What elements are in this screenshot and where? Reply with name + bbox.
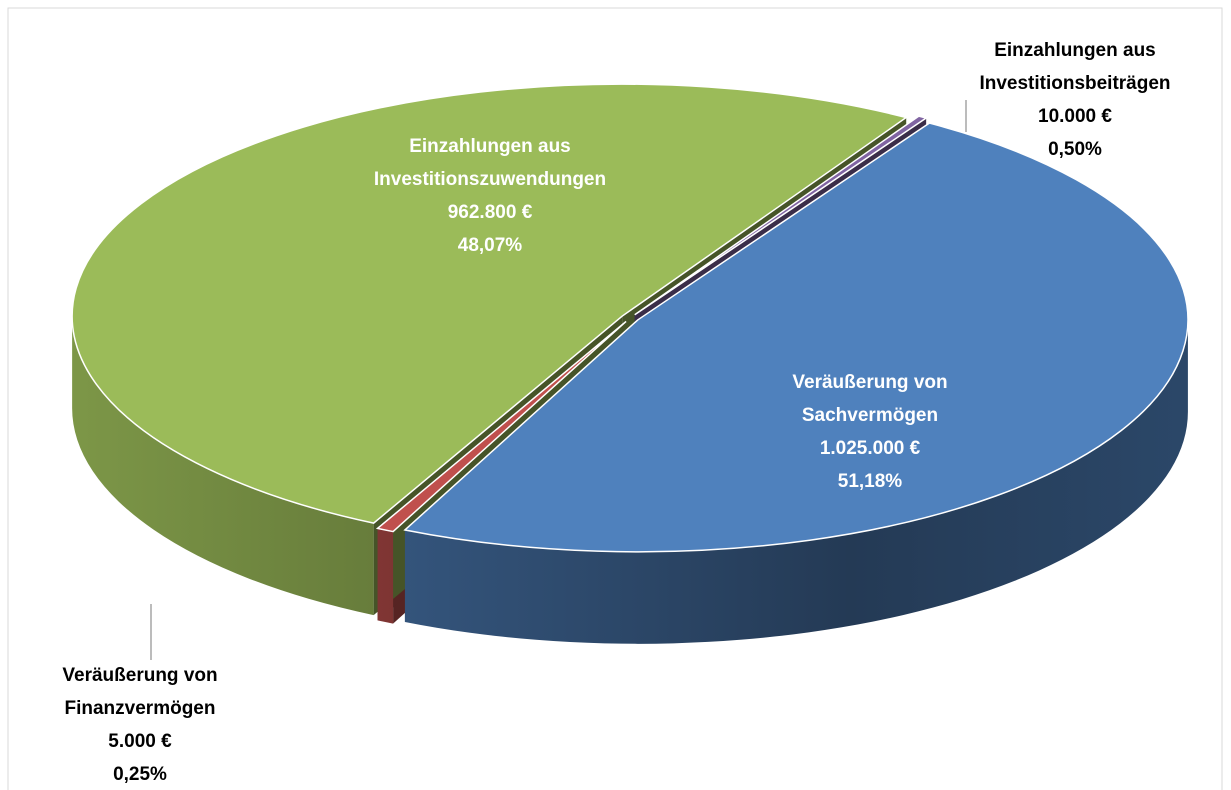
percentage-label: 0,25% — [113, 764, 167, 785]
pie-slice — [71, 83, 909, 524]
slice-label: Veräußerung von Finanzvermögen 5.000 € 0,2… — [25, 659, 255, 790]
slice-label: Veräußerung von Sachvermögen 1.025.000 € 5… — [755, 366, 985, 498]
pie-slice — [375, 320, 627, 533]
slice-label: Einzahlungen aus Investitionszuwendungen… — [345, 130, 635, 262]
value-label: 962.800 € — [447, 202, 533, 223]
value-label: 5.000 € — [108, 731, 172, 752]
percentage-label: 51,18% — [837, 471, 903, 492]
percentage-label: 48,07% — [457, 235, 523, 256]
pie-slice — [403, 122, 1189, 553]
value-label: 10.000 € — [1038, 106, 1112, 127]
slice-wall — [404, 319, 1188, 644]
slice-wall — [72, 316, 374, 616]
category-label: Einzahlungen aus Investitionszuwendungen — [373, 136, 607, 190]
pie-slice — [634, 115, 928, 316]
category-label: Veräußerung von Finanzvermögen — [62, 665, 218, 719]
percentage-label: 0,50% — [1048, 139, 1102, 160]
chart-frame — [7, 7, 1223, 790]
value-label: 1.025.000 € — [819, 438, 921, 459]
category-label: Veräußerung von Sachvermögen — [792, 372, 948, 426]
slice-wall — [377, 528, 394, 624]
slice-tops — [71, 83, 1189, 553]
category-label: Einzahlungen aus Investitionsbeiträgen — [979, 40, 1171, 94]
slice-label: Einzahlungen aus Investitionsbeiträgen 10… — [960, 34, 1190, 166]
